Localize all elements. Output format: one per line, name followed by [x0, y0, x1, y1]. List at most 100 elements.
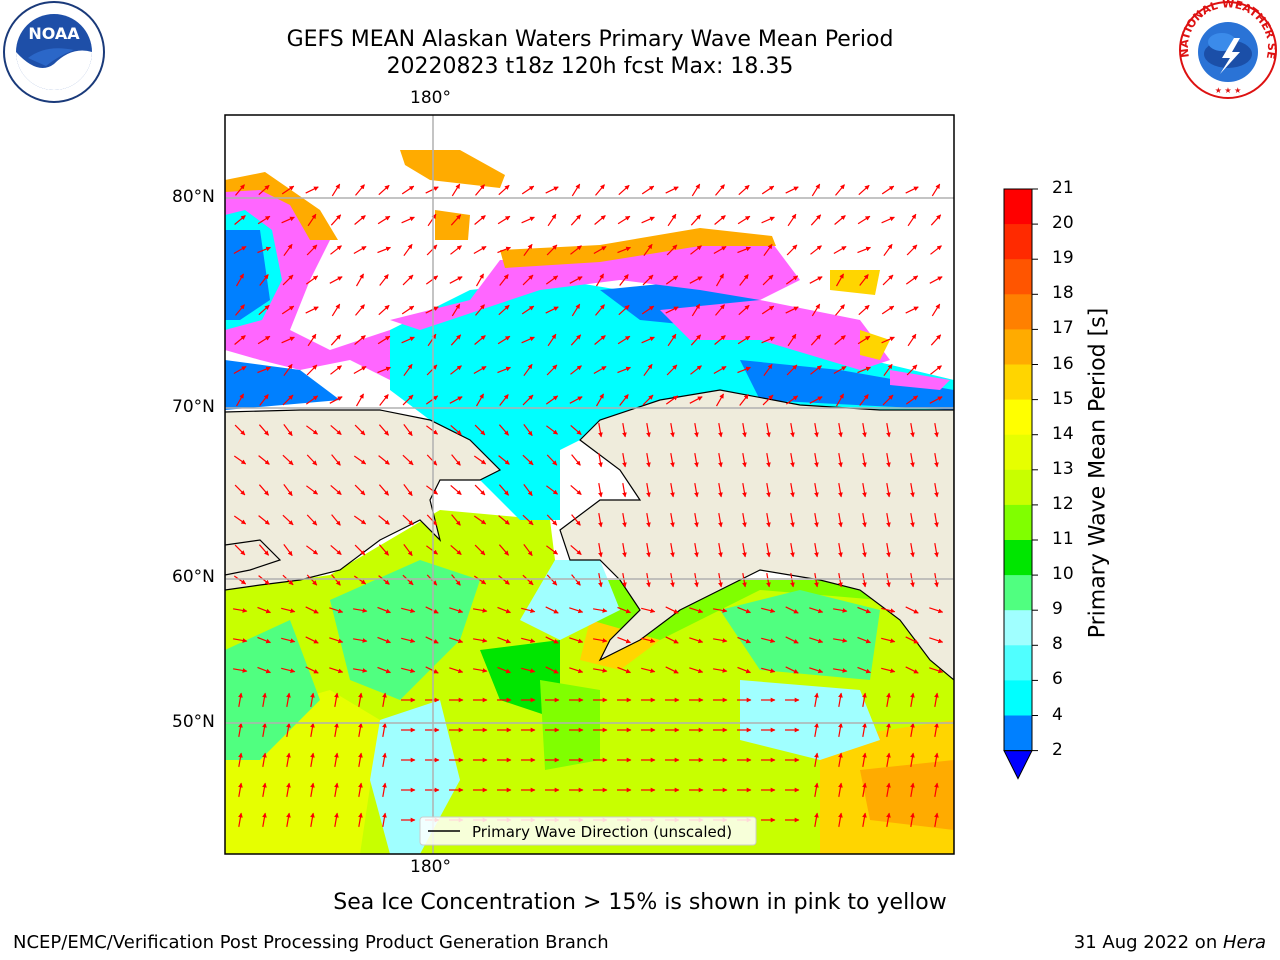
wave-arrow	[286, 722, 291, 738]
colorbar-segment	[1004, 469, 1032, 506]
wave-arrow	[665, 275, 679, 285]
wave-arrow	[665, 186, 679, 194]
wave-arrow	[450, 544, 462, 556]
wave-arrow	[910, 812, 915, 828]
wave-arrow	[786, 244, 798, 256]
wave-arrow	[838, 422, 843, 438]
wave-arrow	[786, 364, 798, 376]
wave-arrow	[838, 482, 843, 498]
chart-title: GEFS MEAN Alaskan Waters Primary Wave Me…	[286, 27, 894, 52]
wave-arrow	[498, 544, 510, 556]
wave-arrow	[451, 183, 461, 197]
wave-arrow	[910, 692, 915, 708]
wave-arrow	[617, 335, 631, 345]
wave-arrow	[425, 275, 439, 285]
wave-arrow	[930, 365, 942, 375]
wave-arrow	[594, 215, 606, 225]
wave-arrow	[810, 334, 822, 346]
wave-arrow	[785, 606, 799, 614]
wave-arrow	[546, 545, 558, 555]
wave-arrow	[905, 395, 919, 405]
wave-arrow	[809, 637, 824, 644]
wave-arrow	[766, 572, 771, 588]
wave-arrow	[235, 393, 245, 407]
colorbar-segment	[1004, 329, 1032, 365]
wave-arrow	[763, 243, 773, 257]
wave-arrow	[646, 452, 651, 468]
wave-arrow	[427, 333, 437, 347]
wave-arrow	[258, 544, 270, 556]
colorbar-tick-label: 4	[1052, 704, 1063, 725]
wave-arrow	[306, 574, 318, 586]
wave-arrow	[571, 454, 581, 466]
wave-arrow	[569, 396, 583, 404]
wave-arrow	[814, 542, 819, 558]
wave-arrow	[737, 636, 751, 644]
wave-arrow	[546, 364, 558, 376]
wave-arrow	[305, 306, 319, 314]
wave-arrow	[570, 544, 582, 556]
wave-arrow	[694, 482, 699, 498]
wave-arrow	[810, 214, 822, 226]
wave-arrow	[712, 608, 728, 613]
wave-arrow	[546, 244, 558, 256]
wave-arrow	[281, 607, 296, 613]
wave-arrow	[329, 607, 344, 614]
wave-arrow	[763, 363, 773, 377]
wave-arrow	[737, 215, 751, 225]
wave-arrow	[881, 185, 895, 195]
wave-arrow	[523, 363, 533, 377]
wave-arrow	[521, 336, 535, 344]
wave-arrow	[790, 572, 795, 588]
wave-arrow	[449, 637, 464, 644]
wave-arrow	[379, 274, 389, 286]
wave-arrow	[862, 452, 867, 468]
wave-arrow	[766, 452, 771, 468]
wave-arrow	[353, 245, 367, 255]
wave-arrow	[262, 722, 267, 738]
wave-arrow	[281, 305, 295, 315]
wave-arrow	[522, 454, 534, 466]
wave-arrow	[449, 607, 464, 614]
wave-arrow	[739, 394, 749, 406]
wave-arrow	[810, 245, 822, 255]
wave-arrow	[617, 666, 631, 674]
wave-arrow	[426, 244, 438, 256]
wave-arrow	[814, 812, 819, 828]
wave-arrow	[425, 606, 439, 614]
wave-arrow	[598, 542, 603, 558]
wave-arrow	[281, 667, 296, 673]
wave-arrow	[498, 184, 510, 196]
wave-arrow	[330, 484, 342, 496]
gridlines	[225, 115, 954, 854]
wave-arrow	[670, 482, 675, 498]
wave-arrow	[306, 364, 318, 376]
wave-arrow	[257, 366, 271, 374]
wave-arrow	[382, 722, 387, 738]
colorbar-tick-label: 10	[1052, 564, 1074, 585]
wave-arrow	[883, 363, 893, 377]
wave-arrow	[598, 422, 603, 438]
wave-arrow	[737, 666, 751, 674]
wave-arrow	[403, 243, 413, 257]
wave-arrow	[258, 575, 270, 585]
wave-arrow	[598, 572, 603, 588]
wave-arrow	[401, 185, 415, 195]
wave-arrow	[358, 752, 363, 768]
wave-arrow	[353, 575, 367, 585]
wave-arrow	[283, 424, 293, 436]
wave-arrow	[234, 544, 246, 556]
wave-arrow	[886, 812, 891, 828]
wave-arrow	[718, 422, 723, 438]
wave-arrow	[329, 637, 344, 644]
wave-arrow	[761, 607, 776, 613]
wave-arrow	[862, 512, 867, 528]
wave-arrow	[235, 184, 245, 196]
wave-arrow	[353, 455, 367, 465]
wave-arrow	[472, 608, 488, 613]
wave-arrow	[571, 514, 581, 526]
wave-arrow	[358, 692, 363, 708]
wave-arrow	[451, 574, 461, 586]
wave-arrow	[235, 304, 245, 316]
colorbar-tick-label: 13	[1052, 458, 1074, 479]
